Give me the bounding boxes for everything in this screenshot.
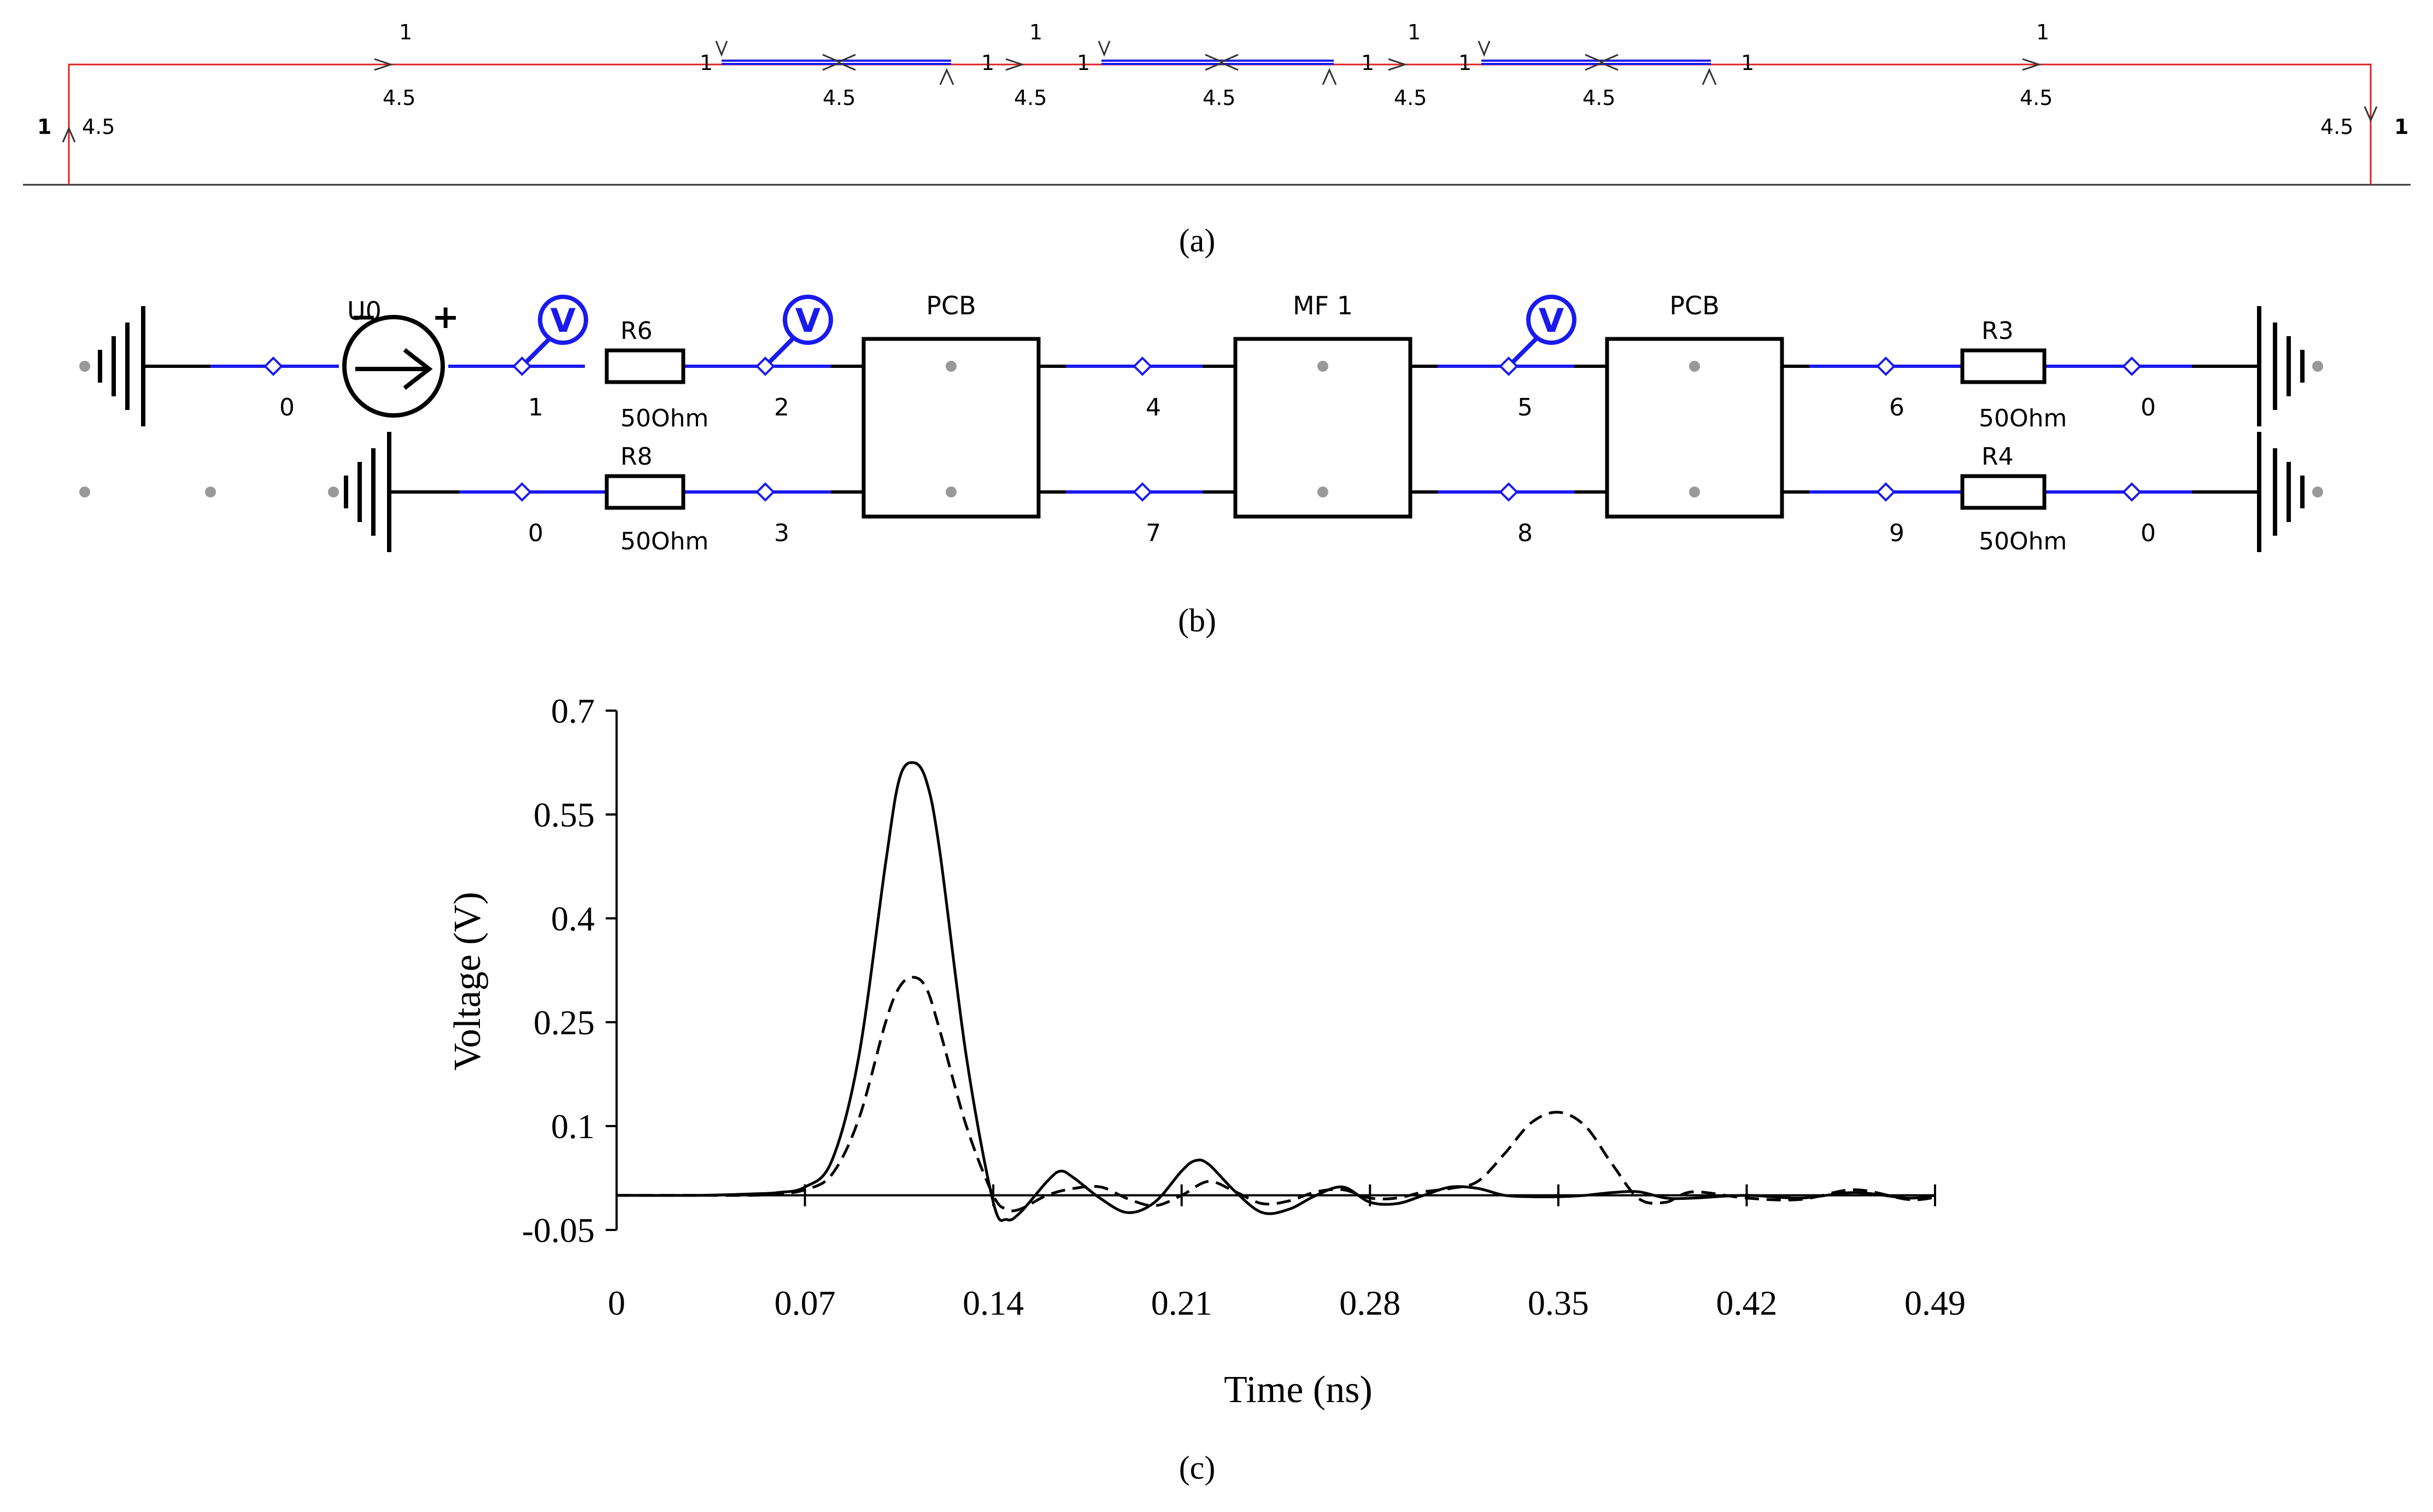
resistor-name: R6 xyxy=(620,317,653,345)
port-arrows xyxy=(62,40,2378,143)
chart-ticks: -0.05 0.1 0.25 0.4 0.55 0.7 0 0.07 0.14 0.21 0.28 0… xyxy=(522,691,1966,1322)
label-value: 4.5 xyxy=(2320,115,2353,139)
voltmeter-label: V xyxy=(1539,302,1564,340)
coupled-segment-2 xyxy=(1101,60,1334,65)
y-tick-label: -0.05 xyxy=(522,1211,595,1250)
caption-c: (c) xyxy=(1179,1450,1216,1486)
label-value: 4.5 xyxy=(2020,86,2053,110)
label-one: 1 xyxy=(399,20,412,44)
box-label: MF 1 xyxy=(1293,291,1353,320)
label-value: 4.5 xyxy=(1582,86,1615,110)
caption-a: (a) xyxy=(1179,222,1216,259)
resistor-value: 50Ohm xyxy=(1979,405,2067,432)
node-number: 0 xyxy=(528,519,543,547)
label-one: 1 xyxy=(1408,20,1421,44)
x-tick-label: 0.14 xyxy=(963,1284,1024,1322)
x-tick-label: 0 xyxy=(608,1284,625,1322)
resistor-value: 50Ohm xyxy=(620,405,708,432)
label-one: 1 xyxy=(981,51,994,75)
voltmeter-icon xyxy=(520,295,1576,368)
x-axis-label: Time (ns) xyxy=(1224,1369,1373,1411)
x-tick-label: 0.07 xyxy=(775,1284,836,1322)
panel-a: 1 1 1 1 1 1 1 1 1 1 1 1 4.5 4.5 4.5 4.5 … xyxy=(23,20,2411,186)
x-tick-label: 0.49 xyxy=(1904,1284,1966,1322)
node-number: 2 xyxy=(774,394,789,421)
y-tick-label: 0.4 xyxy=(551,899,595,938)
resistor-value: 50Ohm xyxy=(620,528,708,555)
label-value: 4.5 xyxy=(823,86,855,110)
label-one: 1 xyxy=(37,115,51,139)
panel-b: U0 − + R6 50Ohm R8 50Ohm R3 50Ohm R4 50O… xyxy=(79,291,2323,555)
label-value: 4.5 xyxy=(1203,86,1235,110)
x-tick-label: 0.28 xyxy=(1339,1284,1400,1322)
voltmeter-label: V xyxy=(795,302,821,340)
panel-c: -0.05 0.1 0.25 0.4 0.55 0.7 0 0.07 0.14 0.21 0.28 0… xyxy=(447,691,1966,1411)
label-one: 1 xyxy=(1361,51,1374,75)
source-minus: − xyxy=(350,298,377,336)
label-one: 1 xyxy=(1029,20,1042,44)
label-value: 4.5 xyxy=(1014,86,1047,110)
node-number: 4 xyxy=(1146,394,1161,421)
label-value: 4.5 xyxy=(383,86,415,110)
node-number: 8 xyxy=(1517,519,1533,547)
y-tick-label: 0.1 xyxy=(551,1107,595,1146)
ground-icon xyxy=(2257,432,2305,552)
caption-b: (b) xyxy=(1178,602,1216,638)
y-tick-label: 0.25 xyxy=(533,1003,595,1042)
label-one: 1 xyxy=(2036,20,2049,44)
node-number: 3 xyxy=(774,519,789,547)
label-one: 1 xyxy=(1458,51,1471,75)
series-line-dashed xyxy=(617,976,1936,1212)
label-one: 1 xyxy=(1077,51,1090,75)
resistor-name: R3 xyxy=(1981,317,2014,345)
voltmeter-label: V xyxy=(550,302,576,340)
ground-icon xyxy=(344,432,391,552)
label-value: 4.5 xyxy=(1394,86,1427,110)
x-tick-label: 0.42 xyxy=(1716,1284,1777,1322)
signal-trace-red xyxy=(68,63,2372,185)
ground-icon xyxy=(98,306,145,426)
source-label: U0 xyxy=(347,296,382,326)
resistor-value: 50Ohm xyxy=(1979,528,2067,555)
node-number: 5 xyxy=(1517,394,1533,421)
label-value: 4.5 xyxy=(82,115,115,139)
source-plus: + xyxy=(432,298,459,336)
label-one: 1 xyxy=(700,51,713,75)
x-tick-label: 0.35 xyxy=(1528,1284,1589,1322)
node-number: 0 xyxy=(2141,394,2156,421)
node-number: 9 xyxy=(1889,519,1904,547)
node-markers xyxy=(263,356,2142,502)
resistor-icon xyxy=(605,348,2047,510)
series-line-solid xyxy=(616,761,1936,1222)
chart-axes xyxy=(615,711,1935,1230)
x-tick-label: 0.21 xyxy=(1151,1284,1212,1322)
y-tick-label: 0.7 xyxy=(551,691,595,730)
box-label: PCB xyxy=(926,291,976,320)
box-label: PCB xyxy=(1669,291,1719,320)
resistor-name: R4 xyxy=(1981,443,2014,471)
label-one: 1 xyxy=(1741,51,1754,75)
node-number: 0 xyxy=(2141,519,2156,547)
node-number: 0 xyxy=(279,394,295,421)
voltage-source-icon xyxy=(342,315,445,418)
resistor-name: R8 xyxy=(620,443,653,471)
ground-icon xyxy=(2257,306,2305,426)
node-number: 7 xyxy=(1146,519,1161,547)
y-axis-label: Voltage (V) xyxy=(447,892,489,1070)
y-tick-label: 0.55 xyxy=(533,795,595,834)
chart-series xyxy=(616,761,1936,1222)
node-number: 6 xyxy=(1889,394,1904,421)
label-one: 1 xyxy=(2394,115,2408,139)
coupled-segment-3 xyxy=(1481,60,1711,65)
node-number: 1 xyxy=(528,394,543,421)
